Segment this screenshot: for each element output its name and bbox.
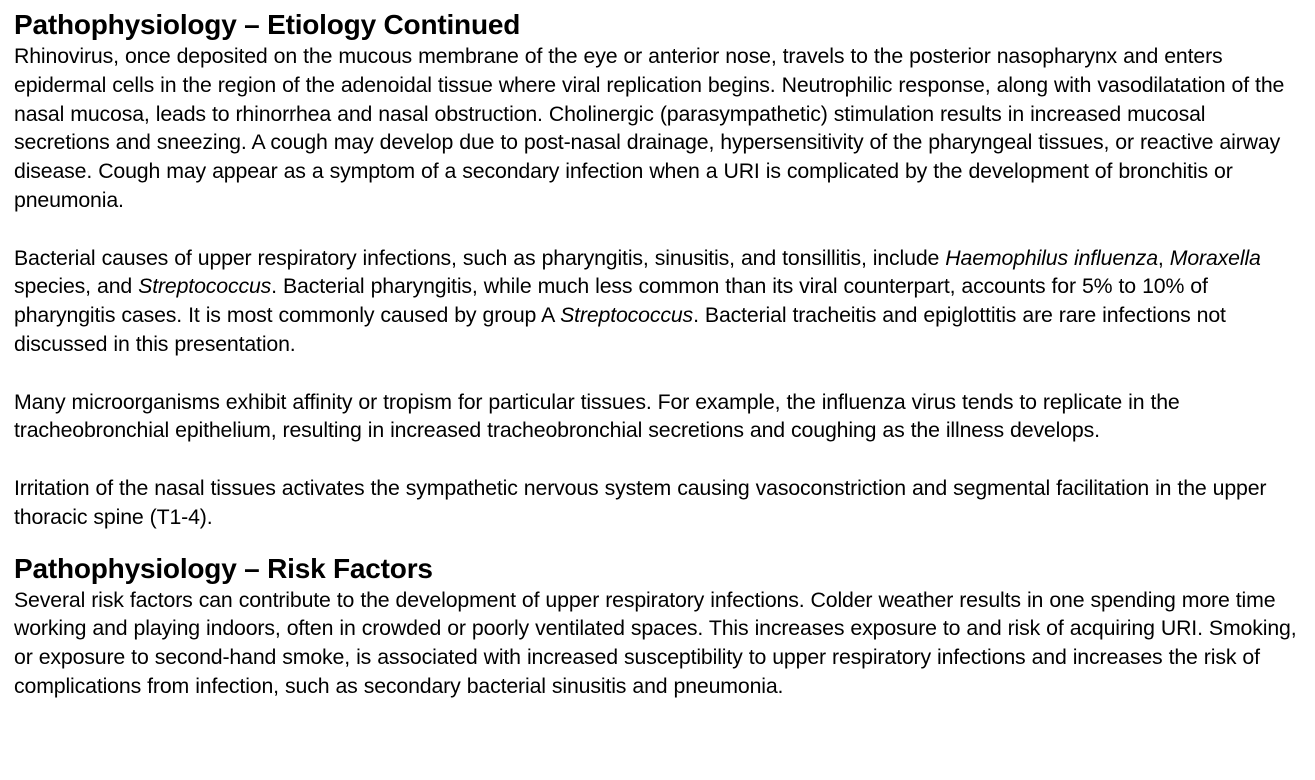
paragraph-spacer: [14, 215, 1304, 244]
paragraph-tropism: Many microorganisms exhibit affinity or …: [14, 389, 1180, 443]
italic-term-streptococcus: Streptococcus: [138, 274, 272, 299]
section-title-etiology: Pathophysiology – Etiology Continued: [14, 9, 521, 40]
italic-term-streptococcus: Streptococcus: [560, 303, 694, 328]
section-spacer: [14, 532, 1304, 552]
paragraph-spacer: [14, 445, 1304, 474]
section-title-risk-factors: Pathophysiology – Risk Factors: [14, 552, 433, 584]
paragraph-rhinovirus: Rhinovirus, once deposited on the mucous…: [14, 44, 1285, 212]
italic-term-haemophilus: Haemophilus influenza: [945, 245, 1158, 270]
paragraph-risk-factors: Several risk factors can contribute to t…: [14, 587, 1297, 698]
text-run: species, and: [14, 274, 139, 299]
text-run: . Bacterial pharyngitis, while much less…: [14, 274, 1208, 328]
document-page: Pathophysiology – Etiology Continued Rhi…: [14, 8, 1304, 701]
italic-term-moraxella: Moraxella: [1169, 245, 1261, 270]
paragraph-spacer: [14, 359, 1304, 388]
text-run: Bacterial causes of upper respiratory in…: [14, 245, 946, 270]
text-run: . Bacterial tracheitis and epiglottitis …: [14, 303, 1226, 356]
text-run: ,: [1157, 245, 1170, 270]
paragraph-nasal-irritation: Irritation of the nasal tissues activate…: [14, 475, 1267, 529]
paragraph-bacterial-causes: Bacterial causes of upper respiratory in…: [14, 244, 1304, 359]
